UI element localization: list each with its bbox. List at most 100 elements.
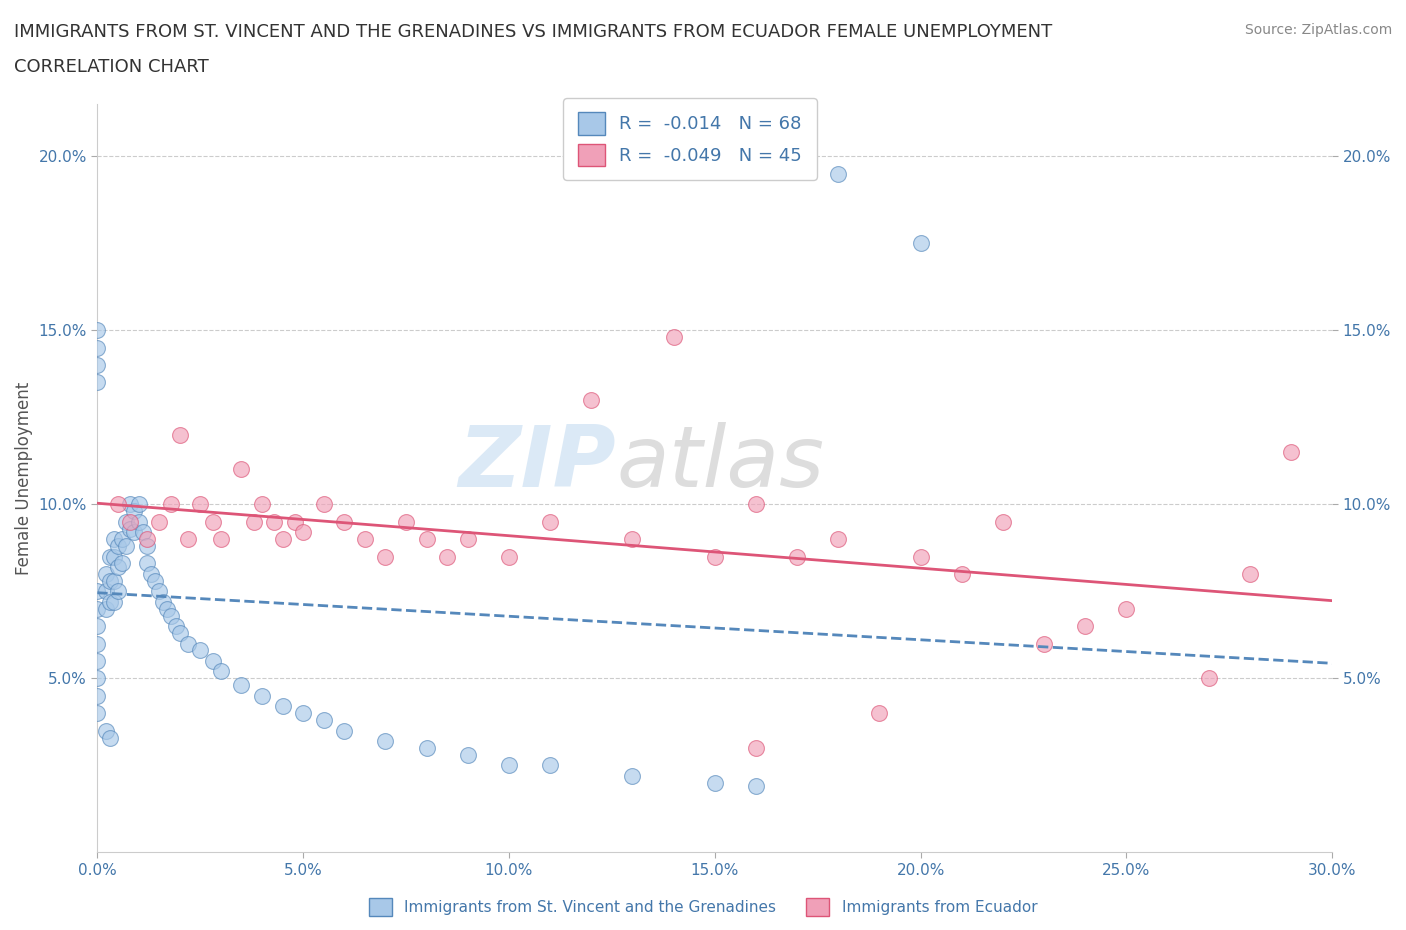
Point — [395, 514, 418, 529]
Point — [292, 525, 315, 539]
Point — [271, 532, 294, 547]
Point — [457, 748, 479, 763]
Point — [107, 584, 129, 599]
Point — [131, 525, 153, 539]
Point — [94, 584, 117, 599]
Point — [115, 538, 138, 553]
Point — [107, 538, 129, 553]
Point — [415, 532, 437, 547]
Point — [703, 549, 725, 564]
Point — [103, 549, 125, 564]
Point — [786, 549, 808, 564]
Point — [457, 532, 479, 547]
Point — [188, 643, 211, 658]
Point — [1074, 618, 1097, 633]
Point — [621, 532, 644, 547]
Text: ZIP: ZIP — [458, 421, 616, 505]
Point — [111, 532, 134, 547]
Point — [231, 462, 253, 477]
Point — [374, 734, 396, 749]
Point — [312, 712, 335, 727]
Point — [991, 514, 1014, 529]
Point — [827, 166, 849, 181]
Point — [107, 560, 129, 575]
Point — [498, 758, 520, 773]
Point — [86, 340, 108, 355]
Point — [498, 549, 520, 564]
Text: atlas: atlas — [616, 421, 824, 505]
Point — [581, 392, 603, 407]
Point — [86, 671, 108, 685]
Text: CORRELATION CHART: CORRELATION CHART — [14, 58, 209, 75]
Legend: Immigrants from St. Vincent and the Grenadines, Immigrants from Ecuador: Immigrants from St. Vincent and the Gren… — [363, 892, 1043, 923]
Point — [86, 584, 108, 599]
Point — [115, 514, 138, 529]
Point — [250, 688, 273, 703]
Point — [86, 602, 108, 617]
Point — [86, 358, 108, 373]
Point — [86, 375, 108, 390]
Point — [139, 566, 162, 581]
Point — [135, 532, 157, 547]
Point — [745, 497, 768, 512]
Point — [415, 740, 437, 755]
Point — [165, 618, 187, 633]
Text: Source: ZipAtlas.com: Source: ZipAtlas.com — [1244, 23, 1392, 37]
Point — [271, 698, 294, 713]
Point — [98, 594, 121, 609]
Point — [135, 556, 157, 571]
Point — [242, 514, 264, 529]
Point — [1279, 445, 1302, 459]
Point — [111, 556, 134, 571]
Point — [120, 497, 142, 512]
Point — [250, 497, 273, 512]
Point — [538, 758, 561, 773]
Point — [1033, 636, 1056, 651]
Point — [86, 618, 108, 633]
Point — [94, 724, 117, 738]
Point — [128, 497, 150, 512]
Point — [201, 514, 224, 529]
Point — [231, 678, 253, 693]
Point — [662, 330, 685, 345]
Point — [868, 706, 890, 721]
Point — [160, 497, 183, 512]
Point — [98, 549, 121, 564]
Point — [86, 323, 108, 338]
Point — [436, 549, 458, 564]
Point — [209, 532, 232, 547]
Point — [120, 514, 142, 529]
Point — [827, 532, 849, 547]
Point — [177, 532, 200, 547]
Point — [312, 497, 335, 512]
Point — [950, 566, 973, 581]
Point — [86, 636, 108, 651]
Point — [292, 706, 315, 721]
Point — [124, 525, 146, 539]
Point — [135, 538, 157, 553]
Point — [148, 584, 170, 599]
Point — [107, 497, 129, 512]
Point — [120, 521, 142, 536]
Point — [201, 654, 224, 669]
Point — [98, 574, 121, 589]
Point — [152, 594, 174, 609]
Point — [1239, 566, 1261, 581]
Point — [538, 514, 561, 529]
Point — [354, 532, 377, 547]
Point — [745, 740, 768, 755]
Point — [910, 236, 932, 251]
Point — [209, 664, 232, 679]
Point — [188, 497, 211, 512]
Point — [124, 504, 146, 519]
Point — [143, 574, 166, 589]
Point — [703, 776, 725, 790]
Point — [103, 532, 125, 547]
Point — [284, 514, 307, 529]
Point — [177, 636, 200, 651]
Point — [169, 427, 191, 442]
Point — [745, 778, 768, 793]
Point — [128, 514, 150, 529]
Legend: R =  -0.014   N = 68, R =  -0.049   N = 45: R = -0.014 N = 68, R = -0.049 N = 45 — [564, 98, 817, 180]
Text: IMMIGRANTS FROM ST. VINCENT AND THE GRENADINES VS IMMIGRANTS FROM ECUADOR FEMALE: IMMIGRANTS FROM ST. VINCENT AND THE GREN… — [14, 23, 1052, 41]
